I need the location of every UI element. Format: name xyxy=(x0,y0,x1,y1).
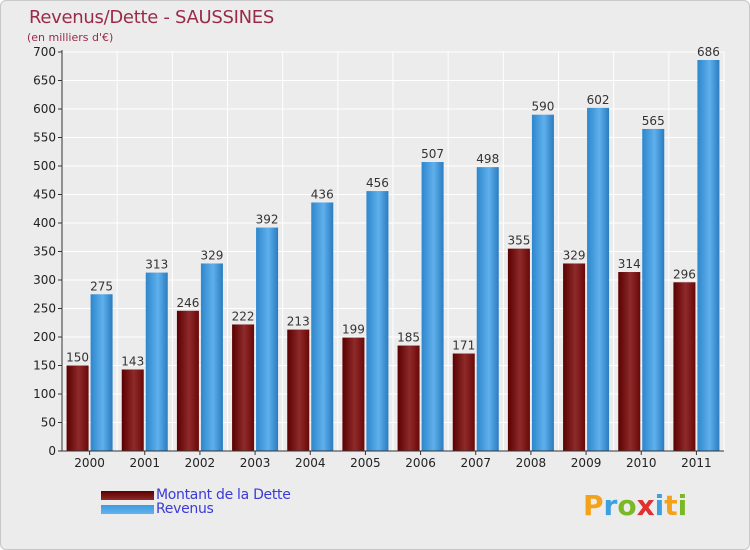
bar-revenue xyxy=(642,128,665,451)
logo-letter: x xyxy=(636,489,655,522)
bar-revenue xyxy=(90,294,113,451)
data-label-revenue: 456 xyxy=(366,176,389,190)
data-label-debt: 185 xyxy=(397,331,420,345)
data-label-debt: 171 xyxy=(452,339,475,353)
y-tick-label: 350 xyxy=(33,245,56,259)
bar-debt xyxy=(66,365,89,451)
x-tick-label: 2003 xyxy=(240,456,271,470)
axes: 0 50 100 150 200 250 300 350 400 450 500 550 600 650 7… xyxy=(33,45,724,470)
y-tick-label: 0 xyxy=(48,444,56,458)
x-tick-label: 2001 xyxy=(129,456,160,470)
x-tick-label: 2000 xyxy=(74,456,105,470)
bar-revenue xyxy=(587,107,610,452)
y-tick-label: 600 xyxy=(33,102,56,116)
data-label-revenue: 602 xyxy=(587,93,610,107)
x-tick-label: 2005 xyxy=(350,456,381,470)
data-label-revenue: 313 xyxy=(145,258,168,272)
logo-letter: t xyxy=(664,489,678,522)
grid-lines xyxy=(61,51,725,452)
legend-label-revenue: Revenus xyxy=(156,501,214,517)
x-tick-label: 2008 xyxy=(516,456,547,470)
y-tick-label: 700 xyxy=(33,45,56,59)
bar-revenue xyxy=(311,202,334,451)
y-tick-label: 250 xyxy=(33,302,56,316)
bar-revenue xyxy=(531,114,554,451)
data-label-debt: 314 xyxy=(618,257,641,271)
bar-debt xyxy=(176,310,199,451)
x-tick-label: 2006 xyxy=(405,456,436,470)
bar-debt xyxy=(452,353,475,451)
bar-debt xyxy=(232,324,255,451)
data-label-debt: 355 xyxy=(507,234,530,248)
x-tick-label: 2004 xyxy=(295,456,326,470)
bar-revenue xyxy=(145,272,168,451)
data-label-debt: 199 xyxy=(342,323,365,337)
data-label-revenue: 590 xyxy=(531,100,554,114)
bar-revenue xyxy=(200,263,223,451)
data-label-debt: 143 xyxy=(121,354,144,368)
y-tick-label: 650 xyxy=(33,74,56,88)
legend-label-debt: Montant de la Dette xyxy=(156,487,291,503)
x-tick-label: 2002 xyxy=(185,456,216,470)
y-tick-label: 450 xyxy=(33,188,56,202)
bar-debt xyxy=(342,337,365,451)
y-tick-label: 500 xyxy=(33,159,56,173)
x-tick-label: 2010 xyxy=(626,456,657,470)
legend-swatch-debt xyxy=(101,490,154,500)
bar-debt xyxy=(287,329,310,451)
bar-debt xyxy=(563,263,586,451)
y-tick-label: 550 xyxy=(33,131,56,145)
data-label-debt: 150 xyxy=(66,351,89,365)
proxiti-logo: Proxiti xyxy=(583,489,687,522)
legend-item-revenue: Revenus xyxy=(101,501,214,517)
y-tick-label: 300 xyxy=(33,273,56,287)
bar-debt xyxy=(507,248,530,451)
data-label-revenue: 507 xyxy=(421,147,444,161)
legend-item-debt: Montant de la Dette xyxy=(101,487,291,503)
data-labels: 150 275 143 313 246 329 222 392 213 436 199 456 185 5… xyxy=(66,45,720,369)
data-label-revenue: 329 xyxy=(200,248,223,262)
y-tick-label: 100 xyxy=(33,387,56,401)
data-label-revenue: 436 xyxy=(311,187,334,201)
logo-letter: o xyxy=(617,489,637,522)
y-tick-label: 200 xyxy=(33,330,56,344)
y-tick-label: 50 xyxy=(41,416,56,430)
data-label-debt: 329 xyxy=(563,248,586,262)
data-label-debt: 222 xyxy=(232,309,255,323)
x-tick-label: 2007 xyxy=(460,456,491,470)
bar-debt xyxy=(397,345,420,451)
chart-title: Revenus/Dette - SAUSSINES xyxy=(29,7,274,28)
logo-letter: P xyxy=(583,489,604,522)
bar-revenue xyxy=(421,162,444,451)
legend-swatch-revenue xyxy=(101,504,154,514)
data-label-revenue: 565 xyxy=(642,114,665,128)
logo-letter: i xyxy=(654,489,665,522)
bars xyxy=(66,59,720,452)
data-label-revenue: 392 xyxy=(256,213,279,227)
data-label-revenue: 498 xyxy=(476,152,499,166)
data-label-debt: 213 xyxy=(287,315,310,329)
logo-letter: i xyxy=(677,489,688,522)
bar-revenue xyxy=(366,191,389,451)
bar-revenue xyxy=(476,167,499,451)
data-label-revenue: 686 xyxy=(697,45,720,59)
bar-debt xyxy=(673,282,696,451)
x-tick-label: 2011 xyxy=(681,456,712,470)
bar-revenue xyxy=(697,59,720,451)
data-label-debt: 296 xyxy=(673,267,696,281)
bar-debt xyxy=(618,272,641,451)
bar-debt xyxy=(121,369,144,451)
bar-revenue xyxy=(256,227,279,451)
data-label-revenue: 275 xyxy=(90,279,113,293)
y-tick-label: 400 xyxy=(33,216,56,230)
logo-letter: r xyxy=(603,489,618,522)
chart-subtitle: (en milliers d'€) xyxy=(27,31,114,44)
y-tick-label: 150 xyxy=(33,359,56,373)
data-label-debt: 246 xyxy=(176,296,199,310)
x-tick-label: 2009 xyxy=(571,456,602,470)
